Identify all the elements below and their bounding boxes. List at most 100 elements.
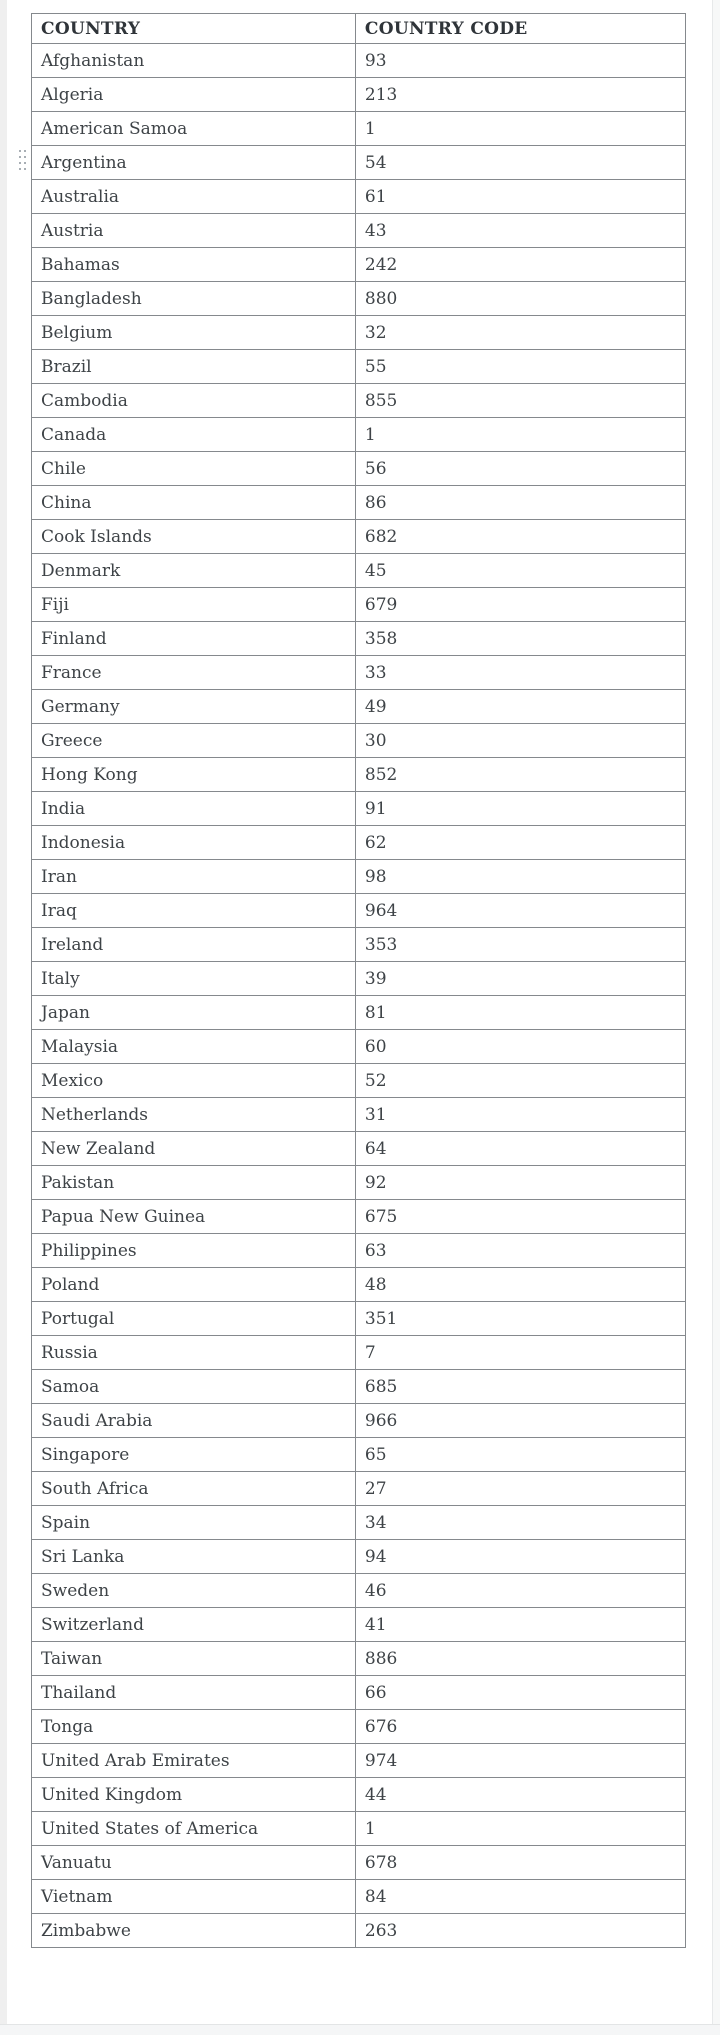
country-cell: Malaysia — [31, 1029, 356, 1064]
country-cell: Cook Islands — [31, 519, 356, 554]
country-code-cell: 676 — [354, 1709, 687, 1744]
country-code-cell: 52 — [354, 1063, 687, 1098]
country-cell: Afghanistan — [31, 43, 356, 78]
page-edge-right — [712, 0, 720, 2035]
country-cell: South Africa — [31, 1471, 356, 1506]
country-cell: Poland — [31, 1267, 356, 1302]
country-cell: Portugal — [31, 1301, 356, 1336]
table-row: Cook Islands 682 — [31, 519, 687, 554]
page-bottom-band — [0, 2024, 720, 2035]
country-code-cell: 64 — [354, 1131, 687, 1166]
country-code-cell: 1 — [354, 1811, 687, 1846]
country-cell: Algeria — [31, 77, 356, 112]
country-code-cell: 60 — [354, 1029, 687, 1064]
country-code-cell: 32 — [354, 315, 687, 350]
country-cell: Papua New Guinea — [31, 1199, 356, 1234]
table-row: Argentina 54 — [31, 145, 687, 180]
country-code-cell: 41 — [354, 1607, 687, 1642]
table-row: Tonga 676 — [31, 1709, 687, 1744]
table-row: Vanuatu 678 — [31, 1845, 687, 1880]
country-cell: Taiwan — [31, 1641, 356, 1676]
country-code-cell: 30 — [354, 723, 687, 758]
table-row: Hong Kong 852 — [31, 757, 687, 792]
table-row: Belgium 32 — [31, 315, 687, 350]
table-row: Greece 30 — [31, 723, 687, 758]
country-code-cell: 63 — [354, 1233, 687, 1268]
country-code-cell: 852 — [354, 757, 687, 792]
country-code-table: COUNTRY COUNTRY CODE Afghanistan 93 Alge… — [31, 13, 687, 1948]
country-cell: New Zealand — [31, 1131, 356, 1166]
country-code-cell: 62 — [354, 825, 687, 860]
country-cell: Samoa — [31, 1369, 356, 1404]
country-code-cell: 94 — [354, 1539, 687, 1574]
table-row: Taiwan 886 — [31, 1641, 687, 1676]
row-drag-handle-icon[interactable] — [19, 150, 27, 172]
country-code-cell: 93 — [354, 43, 687, 78]
table-row: Singapore 65 — [31, 1437, 687, 1472]
table-row: Malaysia 60 — [31, 1029, 687, 1064]
table-row: Brazil 55 — [31, 349, 687, 384]
country-cell: Vanuatu — [31, 1845, 356, 1880]
country-cell: Switzerland — [31, 1607, 356, 1642]
country-code-cell: 33 — [354, 655, 687, 690]
table-row: Finland 358 — [31, 621, 687, 656]
table-row: Indonesia 62 — [31, 825, 687, 860]
country-cell: Austria — [31, 213, 356, 248]
country-code-cell: 855 — [354, 383, 687, 418]
header-row: COUNTRY COUNTRY CODE — [31, 13, 687, 44]
table-row: United States of America 1 — [31, 1811, 687, 1846]
country-code-cell: 966 — [354, 1403, 687, 1438]
country-cell: Hong Kong — [31, 757, 356, 792]
table-row: Japan 81 — [31, 995, 687, 1030]
country-cell: Chile — [31, 451, 356, 486]
table-row: Afghanistan 93 — [31, 43, 687, 78]
country-cell: Bahamas — [31, 247, 356, 282]
table-row: Canada 1 — [31, 417, 687, 452]
country-code-cell: 54 — [354, 145, 687, 180]
table-row: Iran 98 — [31, 859, 687, 894]
country-cell: Sweden — [31, 1573, 356, 1608]
country-code-cell: 46 — [354, 1573, 687, 1608]
country-cell: Bangladesh — [31, 281, 356, 316]
country-code-cell: 27 — [354, 1471, 687, 1506]
country-code-cell: 358 — [354, 621, 687, 656]
country-code-cell: 91 — [354, 791, 687, 826]
table-row: Netherlands 31 — [31, 1097, 687, 1132]
page-edge-left — [0, 0, 7, 2035]
table-row: Bahamas 242 — [31, 247, 687, 282]
country-code-cell: 45 — [354, 553, 687, 588]
country-cell: American Samoa — [31, 111, 356, 146]
table-row: Poland 48 — [31, 1267, 687, 1302]
country-code-cell: 886 — [354, 1641, 687, 1676]
table-row: Philippines 63 — [31, 1233, 687, 1268]
country-cell: Cambodia — [31, 383, 356, 418]
country-cell: Ireland — [31, 927, 356, 962]
country-code-cell: 263 — [354, 1913, 687, 1948]
country-code-cell: 974 — [354, 1743, 687, 1778]
country-code-cell: 98 — [354, 859, 687, 894]
table-row: China 86 — [31, 485, 687, 520]
table-row: United Arab Emirates 974 — [31, 1743, 687, 1778]
country-cell: United Arab Emirates — [31, 1743, 356, 1778]
table-row: Vietnam 84 — [31, 1879, 687, 1914]
country-cell: China — [31, 485, 356, 520]
country-code-cell: 86 — [354, 485, 687, 520]
table-row: Mexico 52 — [31, 1063, 687, 1098]
table-row: Thailand 66 — [31, 1675, 687, 1710]
table-row: Zimbabwe 263 — [31, 1913, 687, 1948]
country-cell: Canada — [31, 417, 356, 452]
country-code-cell: 92 — [354, 1165, 687, 1200]
country-cell: India — [31, 791, 356, 826]
country-cell: Denmark — [31, 553, 356, 588]
country-code-cell: 682 — [354, 519, 687, 554]
country-code-cell: 880 — [354, 281, 687, 316]
country-code-cell: 964 — [354, 893, 687, 928]
table-row: India 91 — [31, 791, 687, 826]
table-body: Afghanistan 93 Algeria 213 American Samo… — [31, 43, 687, 1948]
country-cell: Saudi Arabia — [31, 1403, 356, 1438]
table-row: Saudi Arabia 966 — [31, 1403, 687, 1438]
table-header: COUNTRY COUNTRY CODE — [31, 13, 687, 44]
country-cell: Australia — [31, 179, 356, 214]
table-row: New Zealand 64 — [31, 1131, 687, 1166]
table-row: Pakistan 92 — [31, 1165, 687, 1200]
